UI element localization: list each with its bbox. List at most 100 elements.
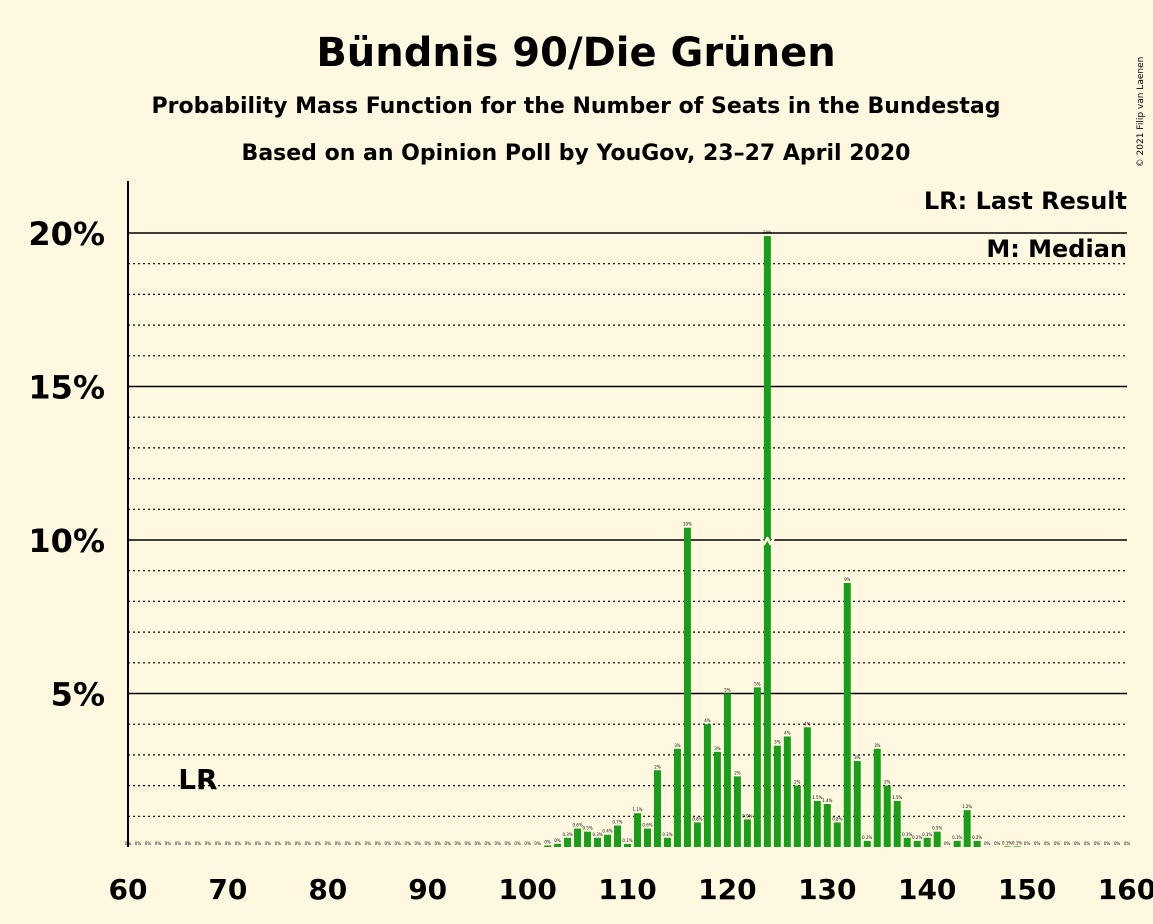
bar-label-seat-119: 3%	[714, 746, 721, 751]
x-tick-label: 60	[109, 873, 148, 906]
bar-seat-113	[653, 770, 661, 847]
bar-seat-120	[723, 693, 731, 847]
bar-seat-126	[783, 736, 791, 847]
bar-label-seat-106: 0.5%	[582, 826, 592, 831]
bar-label-seat-70: 0%	[225, 841, 232, 846]
bar-label-seat-84: 0%	[365, 841, 372, 846]
bar-label-seat-132: 9%	[844, 577, 851, 582]
bar-seat-149	[1013, 846, 1021, 847]
bar-label-seat-64: 0%	[165, 841, 172, 846]
bar-label-seat-65: 0%	[175, 841, 182, 846]
bar-label-seat-113: 2%	[654, 764, 661, 769]
bar-label-seat-129: 1.5%	[812, 795, 822, 800]
bar-label-seat-76: 0%	[285, 841, 292, 846]
legend-median: M: Median	[986, 235, 1127, 263]
median-marker	[758, 534, 777, 546]
bar-label-seat-108: 0.4%	[602, 829, 612, 834]
bar-label-seat-101: 0%	[534, 841, 541, 846]
y-tick-label: 5%	[51, 676, 105, 714]
bar-label-seat-148: 0.1%	[1002, 840, 1012, 845]
bar-label-seat-104: 0.3%	[562, 832, 572, 837]
x-tick-label: 110	[598, 873, 656, 906]
bar-label-seat-149: 0.1%	[1012, 840, 1022, 845]
bar-label-seat-152: 0%	[1044, 841, 1051, 846]
bar-label-seat-118: 4%	[704, 718, 711, 723]
bar-label-seat-102: 0%	[544, 839, 551, 844]
bar-label-seat-159: 0%	[1114, 841, 1121, 846]
chart-source: Based on an Opinion Poll by YouGov, 23–2…	[242, 141, 911, 166]
bar-label-seat-87: 0%	[395, 841, 402, 846]
bar-label-seat-126: 4%	[784, 730, 791, 735]
bar-label-seat-140: 0.3%	[922, 832, 932, 837]
bar-label-seat-66: 0%	[185, 841, 192, 846]
bar-label-seat-69: 0%	[215, 841, 222, 846]
x-tick-label: 120	[698, 873, 756, 906]
bar-label-seat-98: 0%	[504, 841, 511, 846]
bar-label-seat-109: 0.7%	[612, 820, 622, 825]
bar-label-seat-71: 0%	[235, 841, 242, 846]
bar-label-seat-77: 0%	[295, 841, 302, 846]
x-tick-label: 160	[1098, 873, 1153, 906]
bar-label-seat-145: 0.2%	[972, 835, 982, 840]
bar-seat-145	[973, 840, 981, 847]
bar-seat-130	[823, 804, 831, 847]
bar-label-seat-147: 0%	[994, 841, 1001, 846]
bar-label-seat-75: 0%	[275, 841, 282, 846]
bar-seat-136	[883, 785, 891, 847]
bar-label-seat-124: 20%	[763, 230, 772, 235]
x-tick-label: 100	[498, 873, 556, 906]
bar-label-seat-73: 0%	[255, 841, 262, 846]
bar-label-seat-81: 0%	[335, 841, 342, 846]
bar-label-seat-155: 0%	[1074, 841, 1081, 846]
bar-label-seat-79: 0%	[315, 841, 322, 846]
bar-label-seat-156: 0%	[1084, 841, 1091, 846]
bar-label-seat-128: 4%	[804, 721, 811, 726]
bar-label-seat-137: 1.5%	[892, 795, 902, 800]
bar-seat-133	[853, 761, 861, 847]
bar-label-seat-67: 0%	[195, 841, 202, 846]
bar-seat-106	[584, 831, 592, 847]
bar-label-seat-114: 0.3%	[662, 832, 672, 837]
bar-seat-117	[693, 822, 701, 847]
bar-label-seat-68: 0%	[205, 841, 212, 846]
bar-label-seat-91: 0%	[435, 841, 442, 846]
bar-label-seat-120: 5%	[724, 688, 731, 693]
bar-label-seat-125: 3%	[774, 740, 781, 745]
bar-label-seat-78: 0%	[305, 841, 312, 846]
x-tick-label: 90	[408, 873, 447, 906]
bar-label-seat-142: 0%	[944, 841, 951, 846]
chart-title: Bündnis 90/Die Grünen	[316, 30, 835, 76]
bar-label-seat-105: 0.6%	[572, 823, 582, 828]
bar-seat-107	[594, 837, 602, 847]
bar-seat-108	[604, 834, 612, 847]
bar-label-seat-83: 0%	[355, 841, 362, 846]
bar-label-seat-97: 0%	[494, 841, 501, 846]
bar-label-seat-160: 0%	[1124, 841, 1131, 846]
bar-seat-134	[863, 840, 871, 847]
y-tick-label: 20%	[28, 215, 105, 253]
bar-label-seat-72: 0%	[245, 841, 252, 846]
bar-label-seat-90: 0%	[425, 841, 432, 846]
bar-label-seat-122: 0.9%	[742, 813, 752, 818]
bars	[544, 236, 1021, 847]
bar-label-seat-92: 0%	[445, 841, 452, 846]
bar-seat-123	[753, 687, 761, 847]
bar-seat-102	[544, 845, 552, 847]
bar-seat-139	[913, 840, 921, 847]
bar-label-seat-154: 0%	[1064, 841, 1071, 846]
bar-label-seat-157: 0%	[1094, 841, 1101, 846]
bar-seat-118	[703, 724, 711, 847]
bar-label-seat-110: 0.1%	[622, 838, 632, 843]
bar-label-seat-153: 0%	[1054, 841, 1061, 846]
bar-label-seat-88: 0%	[405, 841, 412, 846]
bar-seat-121	[733, 776, 741, 847]
bar-seat-135	[873, 748, 881, 847]
bar-seat-127	[793, 785, 801, 847]
bar-label-seat-86: 0%	[385, 841, 392, 846]
x-tick-label: 130	[798, 873, 856, 906]
x-tick-label: 140	[898, 873, 956, 906]
bar-label-seat-85: 0%	[375, 841, 382, 846]
bar-labels: 0% 0% 0% 0% 0% 0% 0% 0% 0% 0% 0% 0% 0% 0% 0% 0% 0% 0% 0% 0%…	[125, 230, 1131, 846]
bar-seat-132	[843, 582, 851, 847]
y-tick-label: 15%	[28, 369, 105, 407]
